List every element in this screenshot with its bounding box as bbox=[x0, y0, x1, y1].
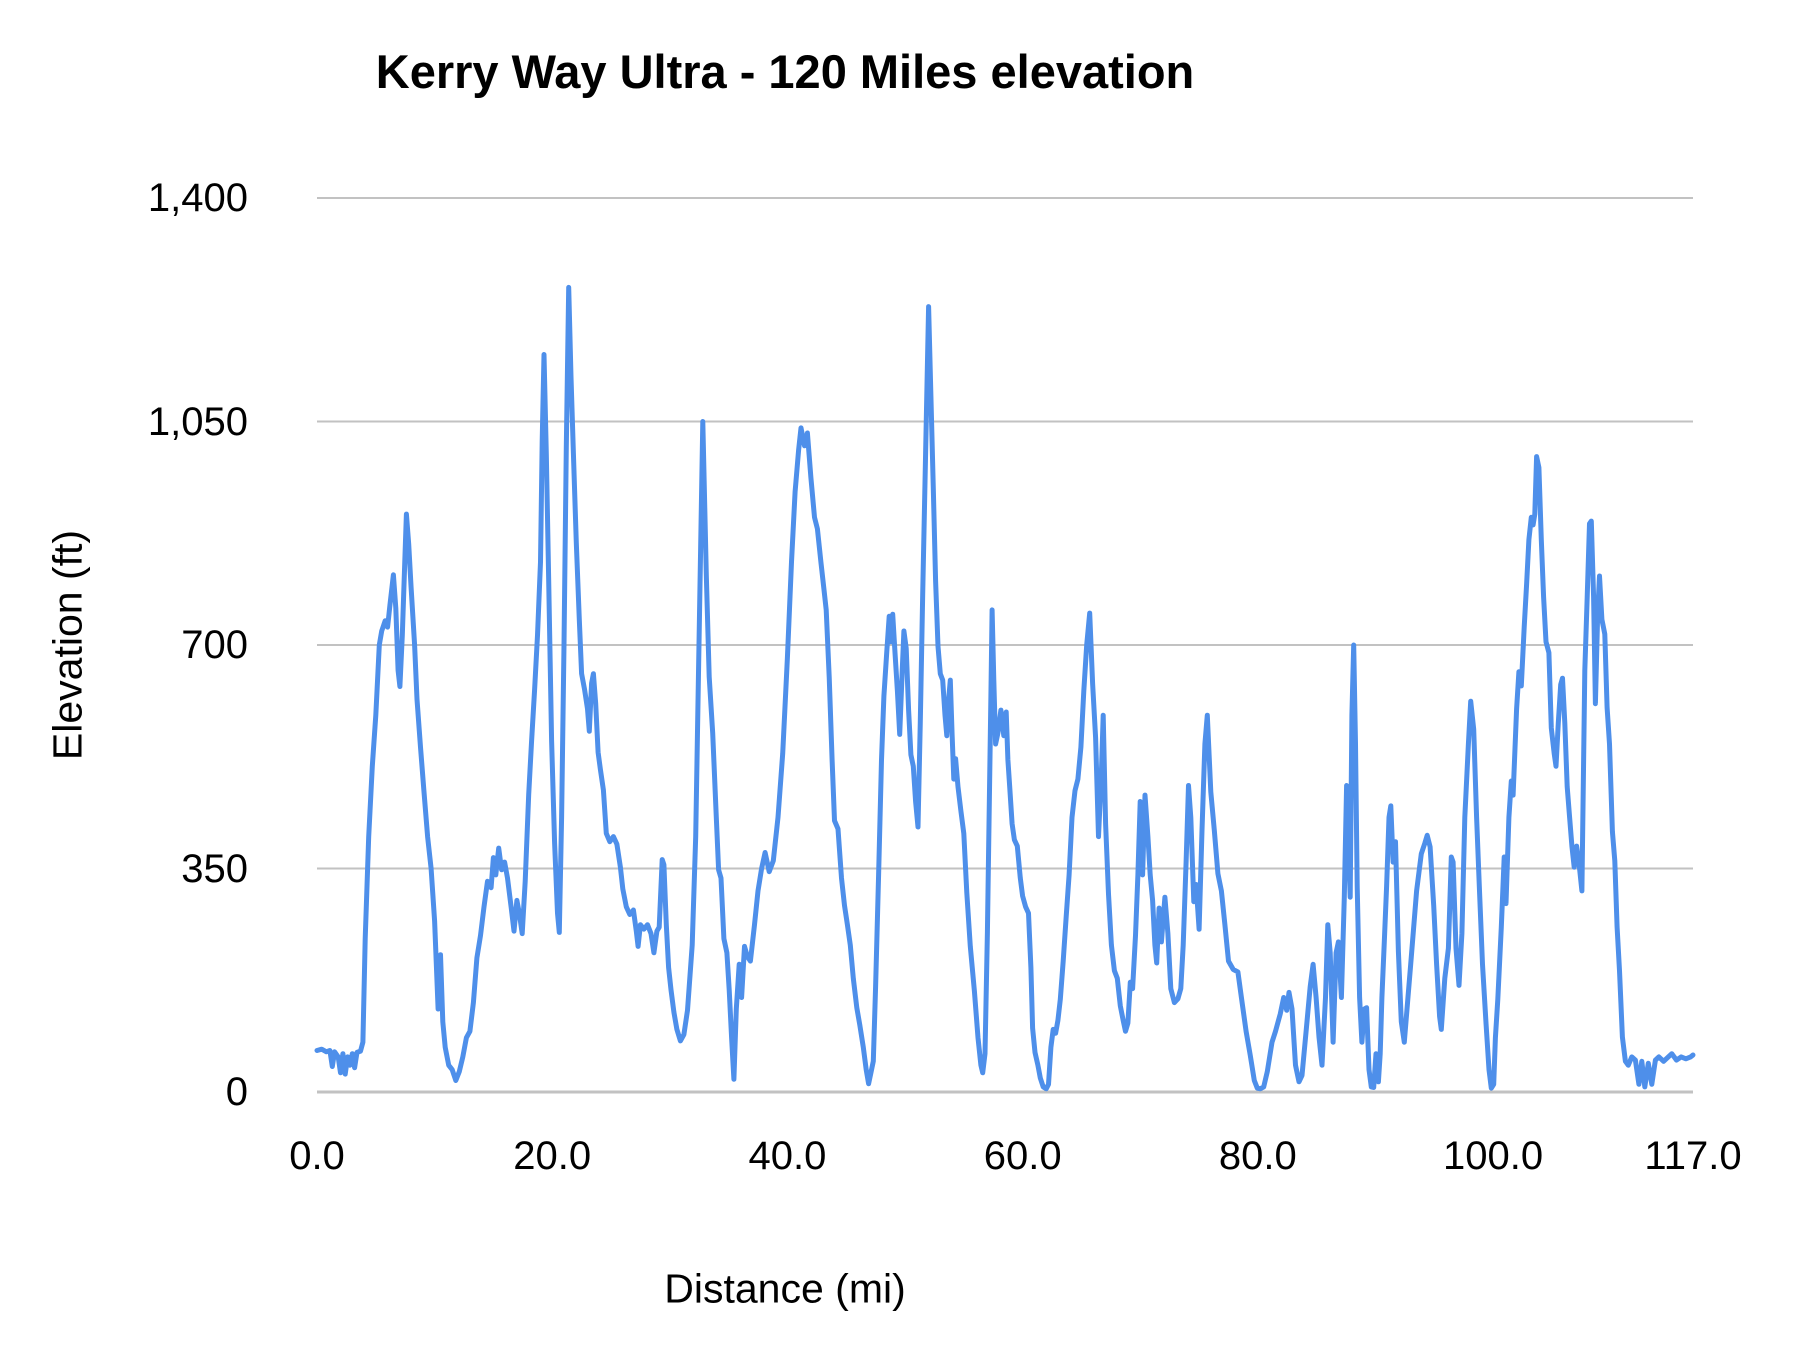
x-tick-label: 0.0 bbox=[289, 1134, 345, 1178]
x-tick-label: 117.0 bbox=[1644, 1134, 1742, 1178]
y-tick-label: 1,400 bbox=[147, 176, 248, 220]
x-tick-label: 20.0 bbox=[513, 1134, 592, 1178]
y-tick-label: 1,050 bbox=[147, 399, 248, 444]
y-tick-label: 700 bbox=[181, 623, 248, 667]
x-axis-title: Distance (mi) bbox=[664, 1265, 906, 1312]
x-tick-label: 100.0 bbox=[1443, 1134, 1544, 1178]
x-tick-label: 60.0 bbox=[983, 1134, 1062, 1178]
y-tick-label: 350 bbox=[181, 846, 248, 891]
y-tick-label: 0 bbox=[225, 1070, 248, 1114]
x-tick-label: 40.0 bbox=[748, 1134, 827, 1178]
gridlines bbox=[317, 197, 1693, 1094]
x-tick-label: 80.0 bbox=[1218, 1134, 1297, 1178]
elevation-series-line bbox=[314, 284, 1696, 1092]
chart-title: Kerry Way Ultra - 120 Miles elevation bbox=[375, 45, 1195, 98]
